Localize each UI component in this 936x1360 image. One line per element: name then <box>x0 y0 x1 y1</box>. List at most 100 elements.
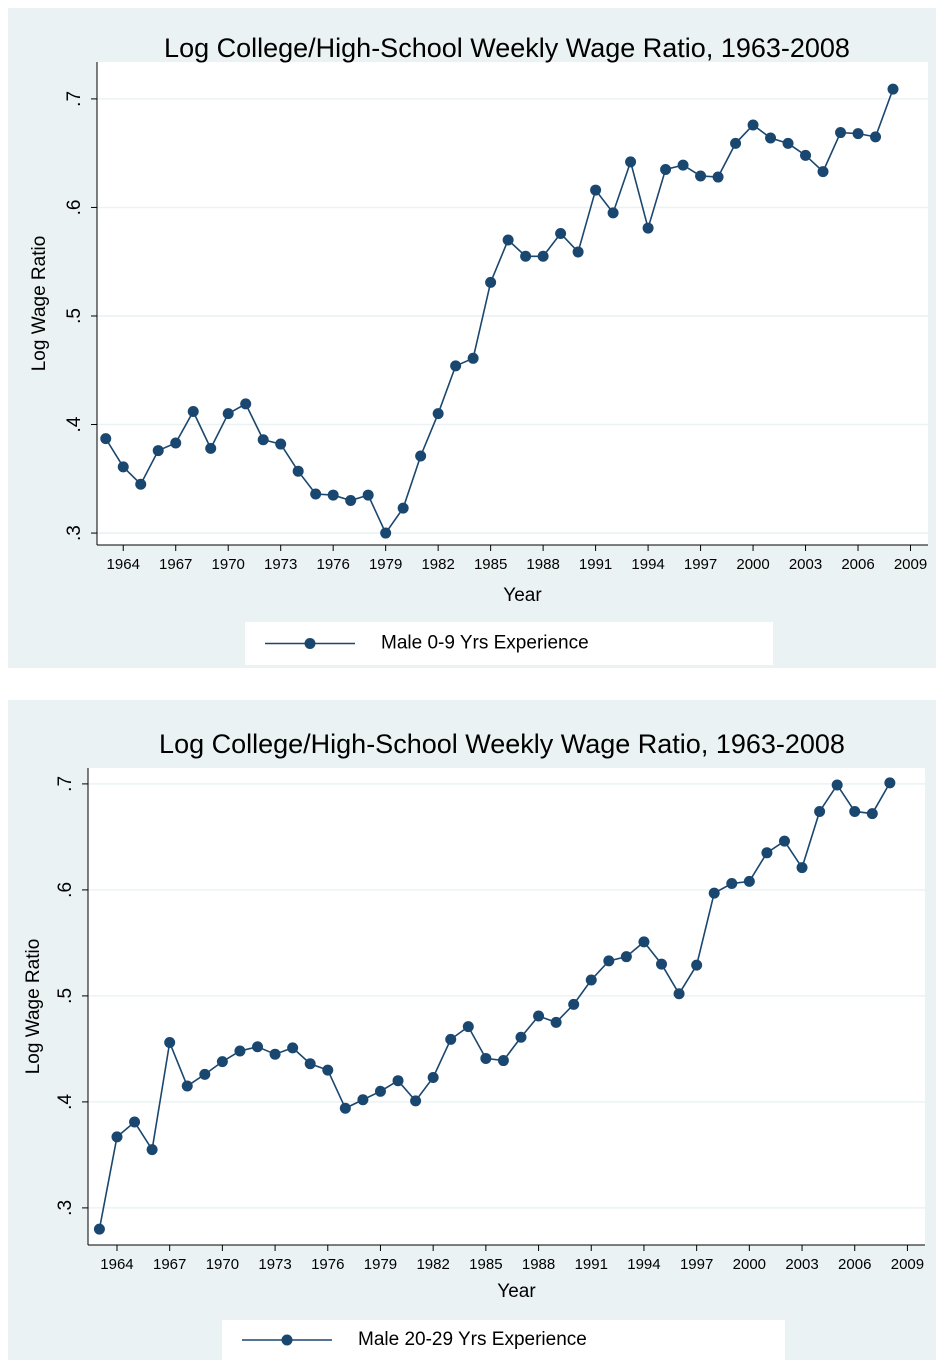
series-marker <box>129 1116 141 1128</box>
x-tick-label: 1970 <box>212 556 245 573</box>
x-tick-label: 1997 <box>680 1256 713 1273</box>
series-marker <box>170 437 182 449</box>
series-marker <box>216 1056 228 1068</box>
series-marker <box>410 1095 422 1107</box>
legend-marker <box>304 638 316 649</box>
series-marker <box>445 1033 457 1045</box>
series-marker <box>887 83 899 95</box>
x-tick-label: 1994 <box>631 556 664 573</box>
x-tick-label: 1964 <box>107 556 140 573</box>
x-tick-label: 2006 <box>838 1256 871 1273</box>
series-marker <box>515 1031 527 1043</box>
series-marker <box>708 887 720 899</box>
series-marker <box>462 1021 474 1033</box>
series-marker <box>450 360 462 372</box>
y-tick-label: .6 <box>64 200 85 216</box>
series-line <box>105 88 894 535</box>
x-tick-label: 1979 <box>364 1256 397 1273</box>
series-marker <box>625 156 637 168</box>
x-tick-label: 1997 <box>684 556 717 573</box>
y-tick-label: .4 <box>64 416 85 432</box>
series-marker <box>520 250 532 262</box>
x-tick-label: 2000 <box>733 1256 766 1273</box>
series-marker <box>852 128 864 140</box>
series-marker <box>568 998 580 1010</box>
series-marker <box>415 450 427 462</box>
series-marker <box>310 488 322 500</box>
y-axis-title: Log Wage Ratio <box>29 236 50 372</box>
series-marker <box>100 433 112 445</box>
x-tick-label: 1994 <box>627 1256 660 1273</box>
series-marker <box>427 1072 439 1084</box>
series-marker <box>585 974 597 986</box>
series-marker <box>730 137 742 149</box>
series-marker <box>222 408 234 420</box>
series-marker <box>835 127 847 139</box>
x-tick-label: 1967 <box>159 556 192 573</box>
series-marker <box>252 1041 264 1053</box>
series-marker <box>181 1080 193 1092</box>
y-tick-label: .5 <box>64 308 85 324</box>
legend-marker <box>281 1334 293 1346</box>
series-marker <box>620 951 632 963</box>
series-marker <box>164 1037 176 1049</box>
x-tick-label: 2009 <box>891 1256 924 1273</box>
x-tick-label: 1988 <box>526 556 559 573</box>
series-marker <box>257 434 269 446</box>
series-marker <box>269 1048 281 1060</box>
x-axis-title: Year <box>497 1281 536 1302</box>
y-axis-title: Log Wage Ratio <box>23 939 44 1075</box>
x-tick-label: 1982 <box>421 556 454 573</box>
plot-area <box>88 768 925 1245</box>
series-marker <box>345 494 357 506</box>
series-marker <box>152 445 164 457</box>
series-marker <box>782 137 794 149</box>
series-marker <box>677 159 689 171</box>
chart-panel: Log College/High-School Weekly Wage Rati… <box>8 700 936 1360</box>
x-tick-label: 1964 <box>100 1256 133 1273</box>
series-marker <box>603 955 615 967</box>
y-tick-label: .4 <box>55 1094 76 1110</box>
y-tick-label: .5 <box>55 988 76 1004</box>
x-tick-label: 1991 <box>579 556 612 573</box>
series-marker <box>747 119 759 131</box>
series-marker <box>117 461 129 473</box>
series-marker <box>831 779 843 791</box>
x-tick-label: 2006 <box>841 556 874 573</box>
series-marker <box>550 1016 562 1028</box>
y-tick-label: .7 <box>64 91 85 107</box>
series-marker <box>485 276 497 288</box>
legend-label: Male 0-9 Yrs Experience <box>381 633 589 654</box>
series-marker <box>205 442 217 454</box>
series-marker <box>796 862 808 874</box>
plot-area <box>97 62 928 545</box>
x-tick-label: 1988 <box>522 1256 555 1273</box>
series-marker <box>480 1052 492 1064</box>
x-tick-label: 1973 <box>258 1256 291 1273</box>
series-line <box>98 782 891 1230</box>
series-marker <box>866 808 878 820</box>
series-marker <box>695 170 707 182</box>
series-marker <box>135 478 147 490</box>
series-marker <box>607 207 619 219</box>
series-marker <box>870 131 882 143</box>
series-marker <box>743 875 755 887</box>
series-marker <box>374 1085 386 1097</box>
series-marker <box>380 527 392 539</box>
x-tick-label: 2003 <box>789 556 822 573</box>
x-tick-label: 1982 <box>416 1256 449 1273</box>
series-marker <box>849 805 861 817</box>
series-marker <box>111 1131 123 1143</box>
x-tick-label: 2000 <box>736 556 769 573</box>
series-marker <box>327 489 339 501</box>
x-tick-label: 2009 <box>894 556 927 573</box>
x-tick-label: 1973 <box>264 556 297 573</box>
y-tick-label: .3 <box>55 1200 76 1216</box>
series-marker <box>357 1094 369 1106</box>
y-tick-label: .7 <box>55 776 76 792</box>
series-marker <box>817 166 829 178</box>
series-marker <box>660 163 672 175</box>
x-tick-label: 1985 <box>474 556 507 573</box>
series-marker <box>292 465 304 477</box>
